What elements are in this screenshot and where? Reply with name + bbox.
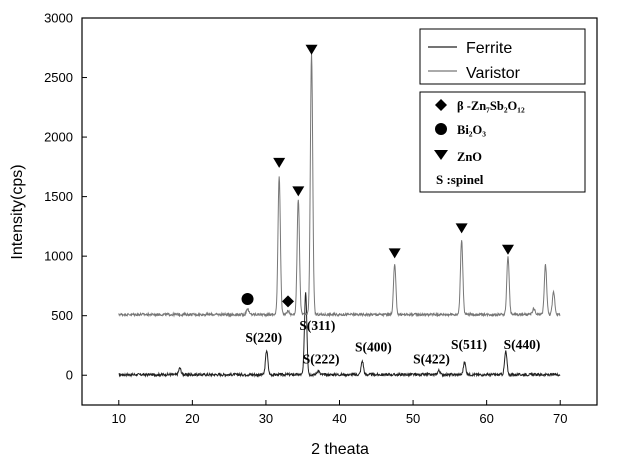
y-tick-label: 2500 bbox=[44, 70, 73, 85]
y-tick-label: 1000 bbox=[44, 249, 73, 264]
znO-peak-marker bbox=[292, 186, 305, 197]
axis-ticks: 10 20 30 40 50 60 70 0 500 1000 1500 2000 2500 3000 bbox=[44, 11, 567, 427]
series-legend: Ferrite Varistor bbox=[419, 28, 586, 85]
znO-peak-marker bbox=[305, 44, 318, 55]
x-tick-label: 50 bbox=[406, 411, 420, 426]
series-line-ferrite bbox=[118, 292, 561, 378]
series-line-varistor bbox=[118, 52, 561, 318]
znO-peak-marker bbox=[273, 157, 286, 168]
series-legend-box bbox=[419, 28, 586, 85]
diamond-icon bbox=[435, 99, 447, 111]
x-tick-label: 70 bbox=[553, 411, 567, 426]
spinel-peak-label: S(511) bbox=[451, 337, 487, 352]
marker-legend-label-triangle: ZnO bbox=[457, 150, 482, 164]
peak-markers bbox=[241, 44, 514, 308]
y-tick-label: 1500 bbox=[44, 189, 73, 204]
x-tick-label: 40 bbox=[332, 411, 346, 426]
circle-icon bbox=[435, 123, 447, 135]
spinel-peak-label: S(311) bbox=[299, 318, 335, 333]
legend-label-varistor: Varistor bbox=[466, 65, 521, 82]
y-tick-label: 3000 bbox=[44, 11, 73, 26]
y-axis-label: Intensity(cps) bbox=[9, 164, 26, 259]
znO-peak-marker bbox=[455, 223, 468, 234]
spinel-peak-label: S(222) bbox=[303, 351, 340, 366]
marker-legend: β -Zn₇Sb₂O₁₂ Bi₂O₃ ZnO S :spinel bbox=[419, 91, 586, 193]
x-tick-label: 10 bbox=[112, 411, 126, 426]
zn7sb2o12-peak-marker bbox=[282, 295, 294, 308]
marker-legend-label-spinel: S :spinel bbox=[436, 172, 484, 187]
y-tick-label: 500 bbox=[51, 308, 73, 323]
x-tick-label: 60 bbox=[479, 411, 493, 426]
spinel-peak-label: S(220) bbox=[245, 330, 282, 345]
marker-legend-box bbox=[419, 91, 586, 193]
bi2o3-peak-marker bbox=[241, 293, 254, 306]
x-tick-label: 30 bbox=[259, 411, 273, 426]
peak-annotations: S(220) S(311) S(222) S(400) S(422)S(511) S(44… bbox=[245, 318, 540, 366]
marker-legend-label-circle: Bi₂O₃ bbox=[457, 123, 486, 137]
series-group bbox=[118, 52, 561, 378]
spinel-peak-label: S(440) bbox=[504, 337, 541, 352]
x-axis-label: 2 theata bbox=[311, 441, 369, 458]
y-tick-label: 0 bbox=[66, 368, 73, 383]
y-tick-label: 2000 bbox=[44, 130, 73, 145]
legend-label-ferrite: Ferrite bbox=[466, 40, 512, 57]
x-tick-label: 20 bbox=[185, 411, 199, 426]
marker-legend-label-diamond: β -Zn₇Sb₂O₁₂ bbox=[457, 99, 525, 113]
znO-peak-marker bbox=[388, 248, 401, 259]
znO-peak-marker bbox=[501, 244, 514, 255]
spinel-peak-label: S(400) bbox=[355, 339, 392, 354]
triangle-icon bbox=[434, 150, 448, 160]
spinel-peak-label: S(422) bbox=[413, 351, 450, 366]
